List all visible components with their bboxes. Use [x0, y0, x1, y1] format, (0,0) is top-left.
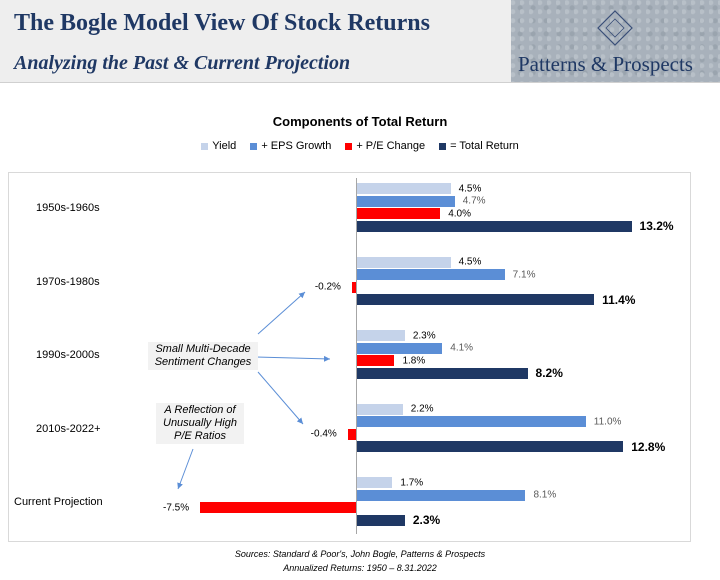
- legend-label-eps-growth: + EPS Growth: [261, 140, 332, 152]
- bar-yield: [357, 330, 405, 341]
- bar-eps-growth: [357, 342, 443, 354]
- value-label-eps-growth: 11.0%: [593, 416, 622, 427]
- bar-eps-growth: [357, 195, 455, 207]
- value-label-pe-change: 4.0%: [448, 208, 471, 219]
- legend-label-total-return: = Total Return: [450, 140, 519, 152]
- value-label-yield: 4.5%: [458, 256, 482, 268]
- value-label-yield: 1.7%: [400, 477, 424, 488]
- legend-item-yield: Yield: [201, 140, 236, 152]
- bar-yield: [357, 403, 403, 415]
- legend-swatch-total-return: [439, 142, 447, 150]
- legend-label-yield: Yield: [212, 140, 237, 152]
- value-label-pe-change: -7.5%: [163, 502, 190, 513]
- value-label-yield: 4.5%: [458, 183, 482, 194]
- value-label-eps-growth: 8.1%: [533, 489, 557, 501]
- legend-label-pe-change: + P/E Change: [356, 140, 426, 152]
- logo: Patterns & Prospects: [511, 0, 720, 82]
- legend-swatch-pe-change: [345, 142, 353, 150]
- bar-pe-change: [351, 281, 356, 293]
- bar-pe-change: [347, 428, 356, 440]
- value-label-eps-growth: 4.7%: [462, 195, 486, 207]
- value-label-pe-change: -0.2%: [314, 281, 341, 293]
- category-label: Current Projection: [14, 496, 103, 508]
- bar-pe-change: [200, 502, 356, 513]
- category-label: 1970s-1980s: [36, 275, 100, 288]
- zero-axis-line: [356, 178, 357, 534]
- value-label-pe-change: -0.4%: [310, 428, 337, 440]
- annotation-pe-ratios: A Reflection of Unusually High P/E Ratio…: [156, 403, 244, 444]
- chart-legend: Yield + EPS Growth + P/E Change = Total …: [0, 140, 720, 152]
- report-title: The Bogle Model View Of Stock Returns: [14, 10, 430, 36]
- value-label-total-return: 11.4%: [602, 292, 636, 307]
- bar-eps-growth: [357, 489, 526, 501]
- value-label-total-return: 13.2%: [639, 219, 674, 233]
- plot-area: [8, 172, 691, 542]
- bar-total-return: [357, 367, 528, 379]
- legend-item-total-return: = Total Return: [439, 140, 519, 152]
- category-label: 1950s-1960s: [36, 202, 100, 214]
- bar-total-return: [357, 294, 595, 305]
- value-label-total-return: 2.3%: [412, 513, 441, 527]
- footer-sources: Sources: Standard & Poor's, John Bogle, …: [234, 549, 486, 559]
- bar-total-return: [357, 441, 624, 452]
- legend-swatch-yield: [201, 142, 209, 150]
- legend-item-eps-growth: + EPS Growth: [250, 140, 331, 152]
- bar-pe-change: [357, 355, 395, 366]
- legend-swatch-eps-growth: [250, 142, 258, 150]
- footer-annualized: Annualized Returns: 1950 – 8.31.2022: [283, 563, 437, 573]
- category-label: 2010s-2022+: [36, 422, 101, 435]
- value-label-total-return: 8.2%: [535, 366, 563, 380]
- report-subtitle: Analyzing the Past & Current Projection: [14, 52, 351, 74]
- diamond-logo-icon: [597, 10, 633, 46]
- value-label-pe-change: 1.8%: [402, 355, 426, 366]
- bar-yield: [357, 256, 451, 268]
- legend-item-pe-change: + P/E Change: [345, 140, 425, 152]
- annotation-sentiment: Small Multi-Decade Sentiment Changes: [148, 342, 258, 370]
- bar-yield: [357, 183, 451, 194]
- value-label-eps-growth: 4.1%: [450, 342, 474, 354]
- bar-total-return: [357, 220, 632, 232]
- value-label-total-return: 12.8%: [631, 439, 666, 454]
- chart-title: Components of Total Return: [272, 114, 448, 129]
- logo-text: Patterns & Prospects: [518, 52, 693, 76]
- bar-eps-growth: [357, 416, 586, 427]
- bar-pe-change: [357, 208, 441, 219]
- header-banner: The Bogle Model View Of Stock Returns An…: [0, 0, 720, 83]
- bar-total-return: [357, 514, 405, 526]
- value-label-yield: 2.2%: [410, 403, 434, 415]
- bar-yield: [357, 477, 393, 488]
- bar-eps-growth: [357, 269, 505, 280]
- value-label-yield: 2.3%: [412, 330, 436, 341]
- category-label: 1990s-2000s: [36, 349, 100, 361]
- value-label-eps-growth: 7.1%: [512, 269, 536, 280]
